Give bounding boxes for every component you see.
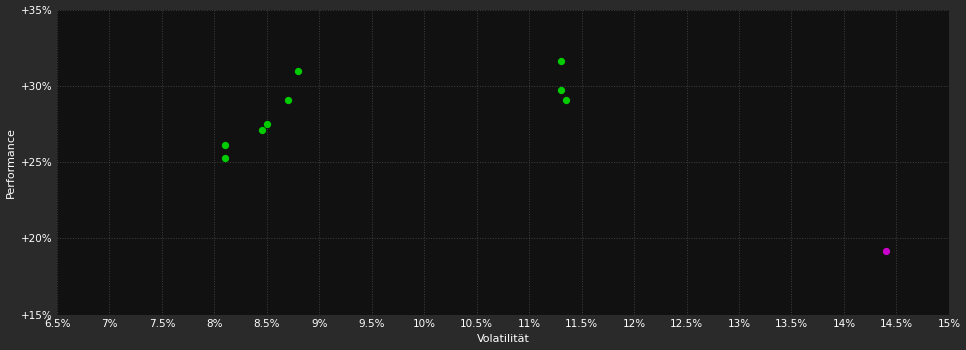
Point bbox=[280, 97, 296, 103]
Point bbox=[254, 127, 270, 133]
X-axis label: Volatilität: Volatilität bbox=[476, 335, 529, 344]
Point bbox=[291, 68, 306, 74]
Point bbox=[259, 121, 274, 127]
Point bbox=[553, 59, 568, 64]
Point bbox=[217, 142, 233, 148]
Y-axis label: Performance: Performance bbox=[6, 127, 15, 198]
Point bbox=[558, 97, 574, 103]
Point bbox=[878, 248, 894, 253]
Point bbox=[217, 155, 233, 160]
Point bbox=[553, 88, 568, 93]
